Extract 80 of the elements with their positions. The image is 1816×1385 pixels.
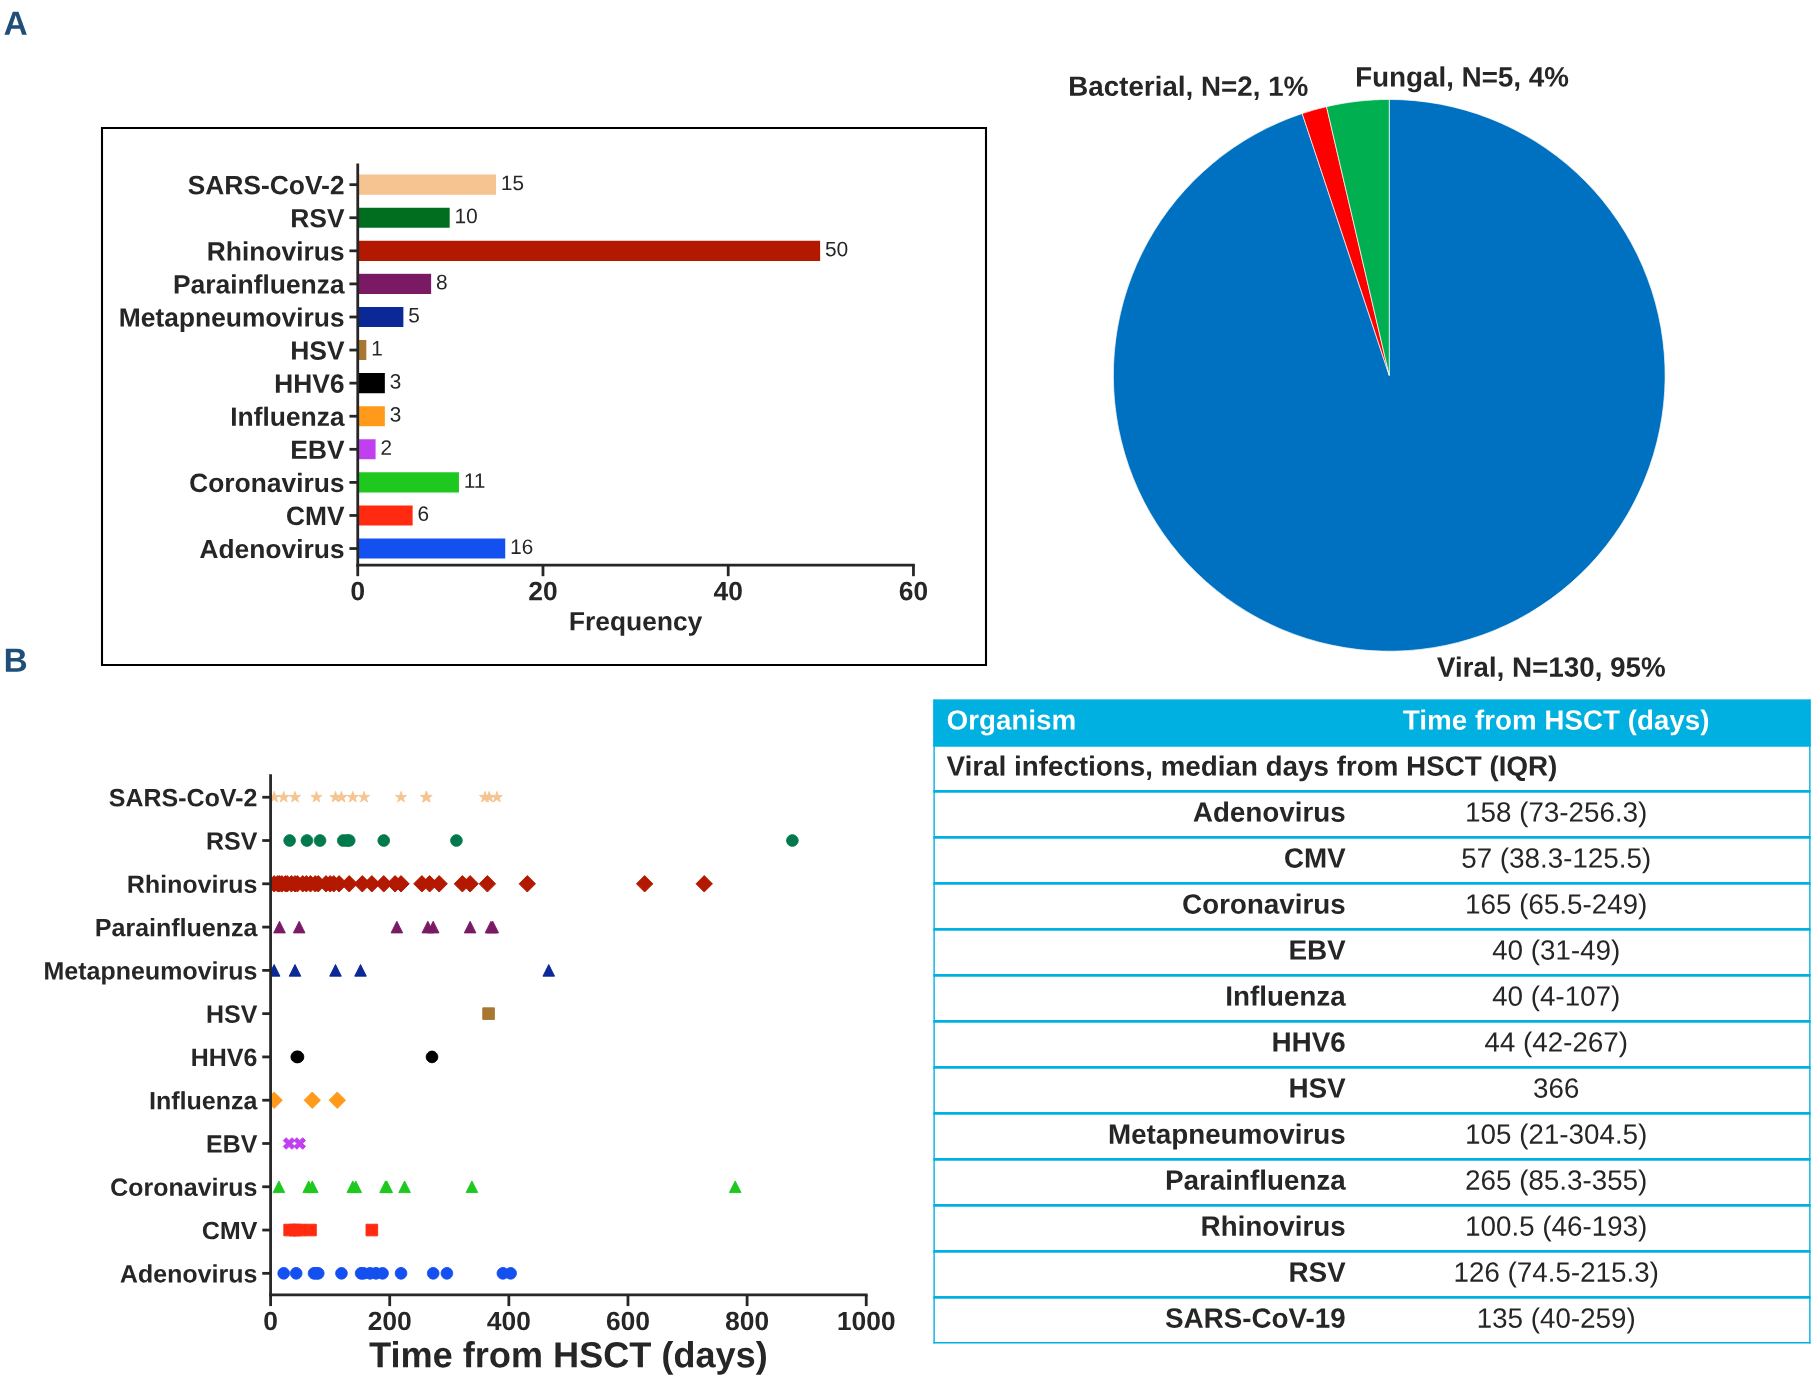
y-tick-label: Influenza [150, 1091, 258, 1110]
y-tick-label: Adenovirus [200, 538, 344, 559]
y-tick-label: Coronavirus [111, 1177, 257, 1197]
text: 135 (40-259) [1478, 1307, 1634, 1334]
y-tick-label: Influenza [231, 406, 345, 427]
text: B [5, 648, 27, 672]
text: Organism [947, 709, 1075, 736]
x-tick-label: 60 [899, 581, 928, 601]
slice-label: Viral, N=130, 95% [1437, 656, 1665, 681]
data-label: 8 [436, 274, 447, 290]
text: 126 (74.5-215.3) [1455, 1261, 1658, 1288]
text: 44 (42-267) [1485, 1031, 1627, 1058]
y-tick-label: RSV [207, 832, 258, 850]
x-tick-label: 400 [487, 1311, 530, 1331]
y-tick-label: SARS-CoV-2 [188, 175, 344, 195]
text: Time from HSCT (days) [1403, 709, 1709, 736]
category-label: Influenza [1227, 985, 1346, 1006]
data-label: 11 [465, 473, 485, 488]
y-tick-label: Rhinovirus [128, 874, 257, 894]
category-label: Rhinovirus [1202, 1215, 1345, 1236]
category-label: Metapneumovirus [1109, 1123, 1345, 1150]
text: 265 (85.3-355) [1466, 1169, 1646, 1196]
data-label: 16 [511, 539, 533, 555]
text: Viral infections, median days from HSCT (IQR) [946, 755, 1556, 782]
y-tick-label: Parainfluenza [174, 274, 345, 294]
y-tick-label: CMV [202, 1221, 258, 1240]
text: 366 [1534, 1078, 1579, 1098]
slice-label: Bacterial, N=2, 1% [1070, 75, 1308, 101]
category-label: EBV [1290, 940, 1346, 960]
y-tick-label: CMV [287, 506, 345, 526]
x-tick-label: 600 [606, 1311, 649, 1331]
category-label: Parainfluenza [1166, 1169, 1346, 1190]
data-label: 10 [456, 208, 477, 224]
text: 40 (4-107) [1492, 985, 1619, 1012]
y-tick-label: Adenovirus [120, 1264, 257, 1283]
x-tick-label: 40 [713, 581, 742, 601]
y-tick-label: Rhinovirus [208, 241, 344, 261]
category-label: HSV [1290, 1078, 1346, 1098]
y-tick-label: HHV6 [192, 1048, 257, 1067]
y-tick-label: RSV [292, 208, 345, 228]
x-tick-label: 0 [351, 581, 365, 601]
y-tick-label: Metapneumovirus [45, 961, 257, 985]
y-tick-label: HSV [292, 341, 345, 360]
x-axis-title: Time from HSCT (days) [369, 1341, 766, 1375]
y-tick-label: EBV [292, 440, 345, 459]
category-label: SARS-CoV-19 [1165, 1308, 1345, 1328]
x-tick-label: 1000 [838, 1311, 895, 1331]
category-label: CMV [1285, 848, 1346, 868]
y-tick-label: SARS-CoV-2 [109, 788, 257, 807]
data-label: 6 [418, 506, 429, 522]
y-tick-label: EBV [207, 1135, 258, 1153]
x-tick-label: 0 [264, 1311, 277, 1331]
data-label: 2 [381, 440, 391, 455]
category-label: HHV6 [1273, 1032, 1345, 1052]
data-label: 5 [409, 308, 419, 323]
text: 105 (21-304.5) [1467, 1123, 1646, 1150]
y-tick-label: Metapneumovirus [120, 307, 344, 333]
category-label: RSV [1290, 1262, 1346, 1282]
x-axis-title: Frequency [570, 612, 703, 636]
text: 165 (65.5-249) [1467, 893, 1646, 920]
data-label: 3 [390, 407, 401, 422]
data-label: 3 [390, 373, 401, 389]
data-label: 1 [372, 341, 382, 356]
text: 40 (31-49) [1492, 939, 1619, 966]
slice-label: Fungal, N=5, 4% [1357, 66, 1569, 93]
text: 158 (73-256.3) [1467, 801, 1646, 828]
y-tick-label: HSV [207, 1005, 258, 1023]
category-label: Adenovirus [1193, 801, 1345, 822]
text: 100.5 (46-193) [1467, 1215, 1646, 1242]
data-label: 15 [502, 175, 524, 191]
data-label: 50 [825, 241, 848, 257]
text: A [4, 11, 27, 35]
text: 57 (38.3-125.5) [1462, 847, 1650, 874]
y-tick-label: Parainfluenza [96, 918, 258, 937]
category-label: Coronavirus [1183, 893, 1345, 914]
x-tick-label: 200 [368, 1311, 411, 1331]
x-tick-label: 20 [529, 581, 557, 601]
y-tick-label: Coronavirus [190, 472, 344, 493]
x-tick-label: 800 [725, 1311, 769, 1331]
y-tick-label: HHV6 [275, 374, 344, 393]
